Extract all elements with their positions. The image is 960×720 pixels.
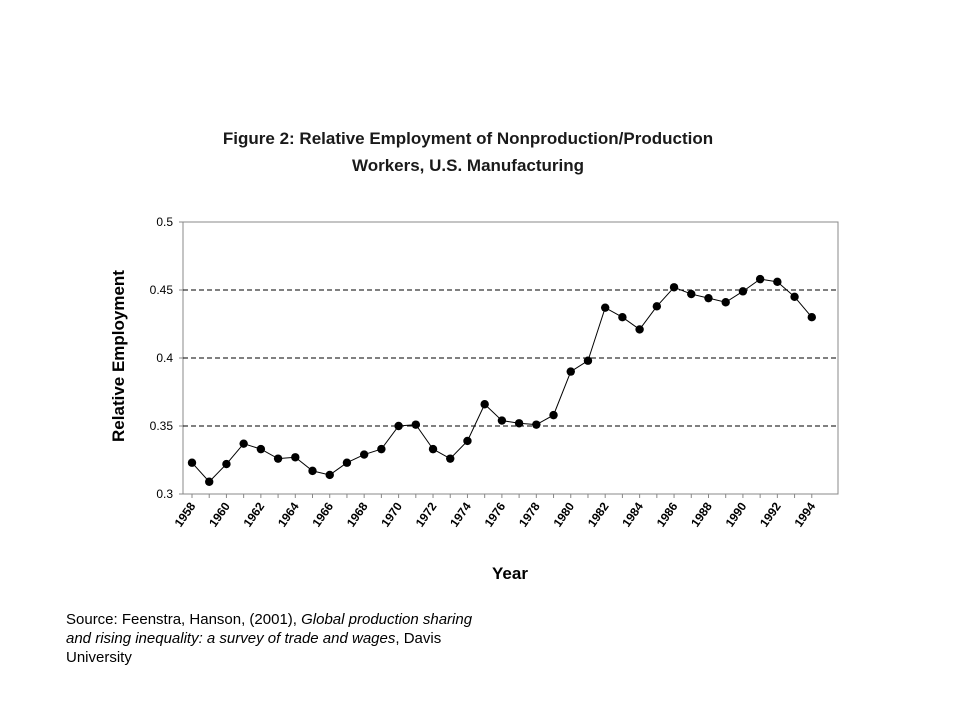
data-point — [566, 367, 575, 376]
data-point — [411, 420, 421, 429]
data-point — [187, 458, 197, 467]
x-axis-label: Year — [492, 564, 528, 583]
data-point — [463, 436, 472, 446]
x-tick-label: 1964 — [275, 499, 302, 529]
y-tick-label: 0.45 — [150, 283, 174, 297]
x-tick-label: 1990 — [723, 499, 750, 529]
x-tick-label: 1988 — [688, 499, 715, 529]
data-point — [394, 421, 403, 431]
source-prefix: Source: Feenstra, Hanson, (2001), — [66, 611, 302, 628]
data-point — [446, 454, 455, 463]
data-point — [600, 303, 610, 312]
data-point — [635, 325, 644, 334]
data-point — [773, 277, 782, 287]
data-point — [652, 302, 662, 311]
data-point — [532, 420, 541, 429]
x-tick-label: 1960 — [206, 499, 233, 529]
data-point — [497, 416, 507, 425]
data-point — [205, 477, 214, 486]
chart-title-line2: Workers, U.S. Manufacturing — [352, 156, 584, 175]
x-tick-label: 1980 — [550, 499, 577, 529]
y-tick-label: 0.5 — [156, 215, 173, 229]
data-point — [583, 356, 593, 365]
x-tick-label: 1968 — [344, 499, 371, 529]
gridlines — [183, 289, 838, 427]
data-point — [291, 453, 300, 462]
x-tick-label: 1966 — [309, 499, 336, 529]
x-tick-label: 1986 — [654, 499, 681, 529]
data-point — [377, 444, 386, 454]
data-point — [428, 444, 438, 454]
x-tick-label: 1976 — [482, 499, 509, 529]
data-point — [807, 313, 816, 322]
data-point — [687, 289, 696, 299]
data-point — [325, 470, 334, 480]
data-point — [618, 313, 627, 322]
x-tick-label: 1970 — [378, 499, 405, 529]
series-line — [191, 278, 813, 483]
y-tick-label: 0.3 — [156, 487, 173, 501]
data-point — [342, 458, 352, 467]
x-tick-label: 1974 — [447, 499, 474, 529]
y-tick-label: 0.35 — [150, 419, 174, 433]
y-tick-label: 0.4 — [156, 351, 173, 365]
series-polyline — [191, 278, 813, 483]
source-citation: Source: Feenstra, Hanson, (2001), Global… — [66, 610, 486, 667]
y-axis-ticks: 0.3 0.35 0.4 0.45 0.5 — [150, 215, 183, 501]
data-point — [359, 450, 369, 459]
data-point — [721, 298, 730, 307]
series-points — [187, 274, 816, 486]
data-point — [669, 283, 679, 292]
x-tick-label: 1984 — [619, 499, 646, 529]
source-suffix: , Davis University — [66, 630, 442, 666]
data-point — [704, 293, 713, 303]
x-tick-label: 1978 — [516, 499, 543, 529]
data-point — [273, 454, 283, 463]
x-tick-label: 1992 — [757, 499, 784, 529]
x-tick-label: 1972 — [413, 499, 440, 529]
x-tick-label: 1962 — [241, 499, 268, 529]
data-point — [308, 466, 317, 476]
x-tick-label: 1994 — [791, 499, 818, 529]
data-point — [755, 274, 765, 284]
source-title: Global production sharing and rising ine… — [66, 611, 473, 647]
data-point — [790, 292, 799, 301]
data-point — [549, 410, 558, 420]
data-point — [480, 400, 489, 409]
data-point — [514, 419, 524, 428]
x-axis-ticks: 1958 1960 1962 1964 1966 1968 1970 1972 1974 1976… — [172, 494, 818, 530]
data-point — [256, 444, 266, 454]
y-axis-label: Relative Employment — [109, 270, 128, 442]
x-tick-label: 1982 — [585, 499, 612, 529]
chart-title-line1: Figure 2: Relative Employment of Nonprod… — [223, 129, 713, 148]
data-point — [239, 439, 248, 448]
data-point — [738, 287, 748, 296]
data-point — [222, 459, 231, 469]
x-tick-label: 1958 — [172, 499, 199, 529]
